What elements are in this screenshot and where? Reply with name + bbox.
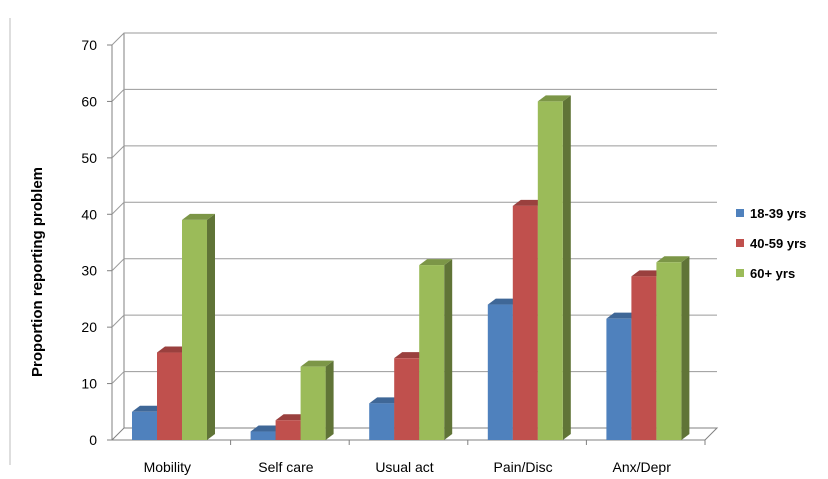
legend-swatch [736,239,744,247]
x-tick-label: Usual act [375,459,433,475]
legend-item: 18-39 yrs [736,206,806,221]
bars [132,95,690,440]
legend-label: 40-59 yrs [750,236,806,251]
x-tick-label: Mobility [144,459,191,475]
legend-label: 60+ yrs [750,266,795,281]
bar [182,213,215,440]
legend-label: 18-39 yrs [750,206,806,221]
y-tick-label: 40 [81,206,97,222]
y-tick-label: 30 [81,263,97,279]
gridline [111,201,717,215]
x-tick-label: Self care [258,459,313,475]
y-tick-label: 60 [81,93,97,109]
y-tick-label: 10 [81,376,97,392]
y-tick-label: 70 [81,37,97,53]
legend-swatch [736,209,744,217]
gridline [111,32,717,46]
bar [419,259,453,440]
bar [537,95,571,440]
legend-item: 40-59 yrs [736,236,806,251]
x-tick-label: Pain/Disc [494,459,553,475]
gridline [111,88,717,102]
gridline [111,145,717,159]
y-axis-ticks: 0 10 20 30 40 50 60 70 [81,37,112,448]
x-tick-label: Anx/Depr [613,459,672,475]
y-tick-label: 0 [89,432,97,448]
x-axis-ticks: Mobility Self care Usual act Pain/Disc Anx/D… [144,440,706,475]
bar [300,360,334,440]
legend-swatch [736,269,744,277]
legend: 18-39 yrs 40-59 yrs 60+ yrs [736,206,806,281]
bar [656,256,690,440]
legend-item: 60+ yrs [736,266,795,281]
y-axis-title: Proportion reporting problem [29,167,46,377]
y-tick-label: 50 [81,150,97,166]
y-tick-label: 20 [81,319,97,335]
